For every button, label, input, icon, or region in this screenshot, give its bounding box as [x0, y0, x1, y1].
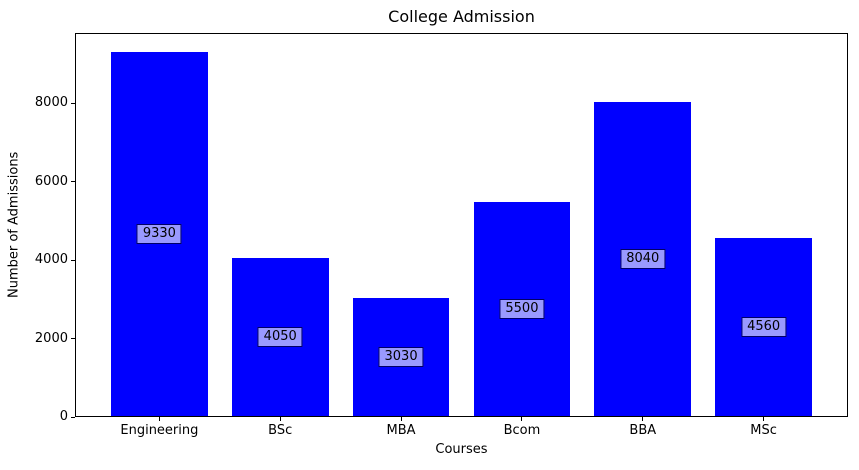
y-tick-label: 4000 — [34, 252, 68, 268]
x-tick-mark — [642, 417, 644, 421]
x-tick-label: BBA — [629, 423, 657, 438]
x-tick-mark — [158, 417, 160, 421]
x-tick-label: Bcom — [503, 423, 541, 438]
y-tick-mark — [71, 338, 75, 340]
x-tick-label: BSc — [268, 423, 293, 438]
x-tick-mark — [279, 417, 281, 421]
bar-value-label: 3030 — [378, 346, 424, 367]
y-tick-mark — [71, 181, 75, 183]
x-tick-label: MBA — [386, 423, 416, 438]
x-tick-mark — [400, 417, 402, 421]
x-axis-label: Courses — [435, 442, 488, 457]
y-tick-mark — [71, 259, 75, 261]
y-tick-label: 8000 — [34, 95, 68, 111]
bar-value-label: 9330 — [136, 224, 182, 245]
y-axis-label: Number of Admissions — [6, 151, 22, 299]
y-tick-label: 2000 — [34, 330, 68, 346]
x-tick-label: Engineering — [120, 423, 199, 438]
bar-value-label: 8040 — [620, 249, 666, 270]
plot-area: 9330 4050 3030 5500 8040 4560 — [75, 33, 848, 417]
bar-value-label: 4560 — [741, 317, 787, 338]
x-tick-mark — [763, 417, 765, 421]
y-tick-label: 6000 — [34, 173, 68, 189]
x-tick-mark — [521, 417, 523, 421]
bar-value-label: 4050 — [257, 327, 303, 348]
x-tick-label: MSc — [750, 423, 777, 438]
chart-title: College Admission — [388, 7, 535, 26]
y-tick-mark — [71, 102, 75, 104]
y-tick-label: 0 — [59, 409, 68, 424]
bar-value-label: 5500 — [499, 298, 545, 319]
y-tick-mark — [71, 416, 75, 418]
